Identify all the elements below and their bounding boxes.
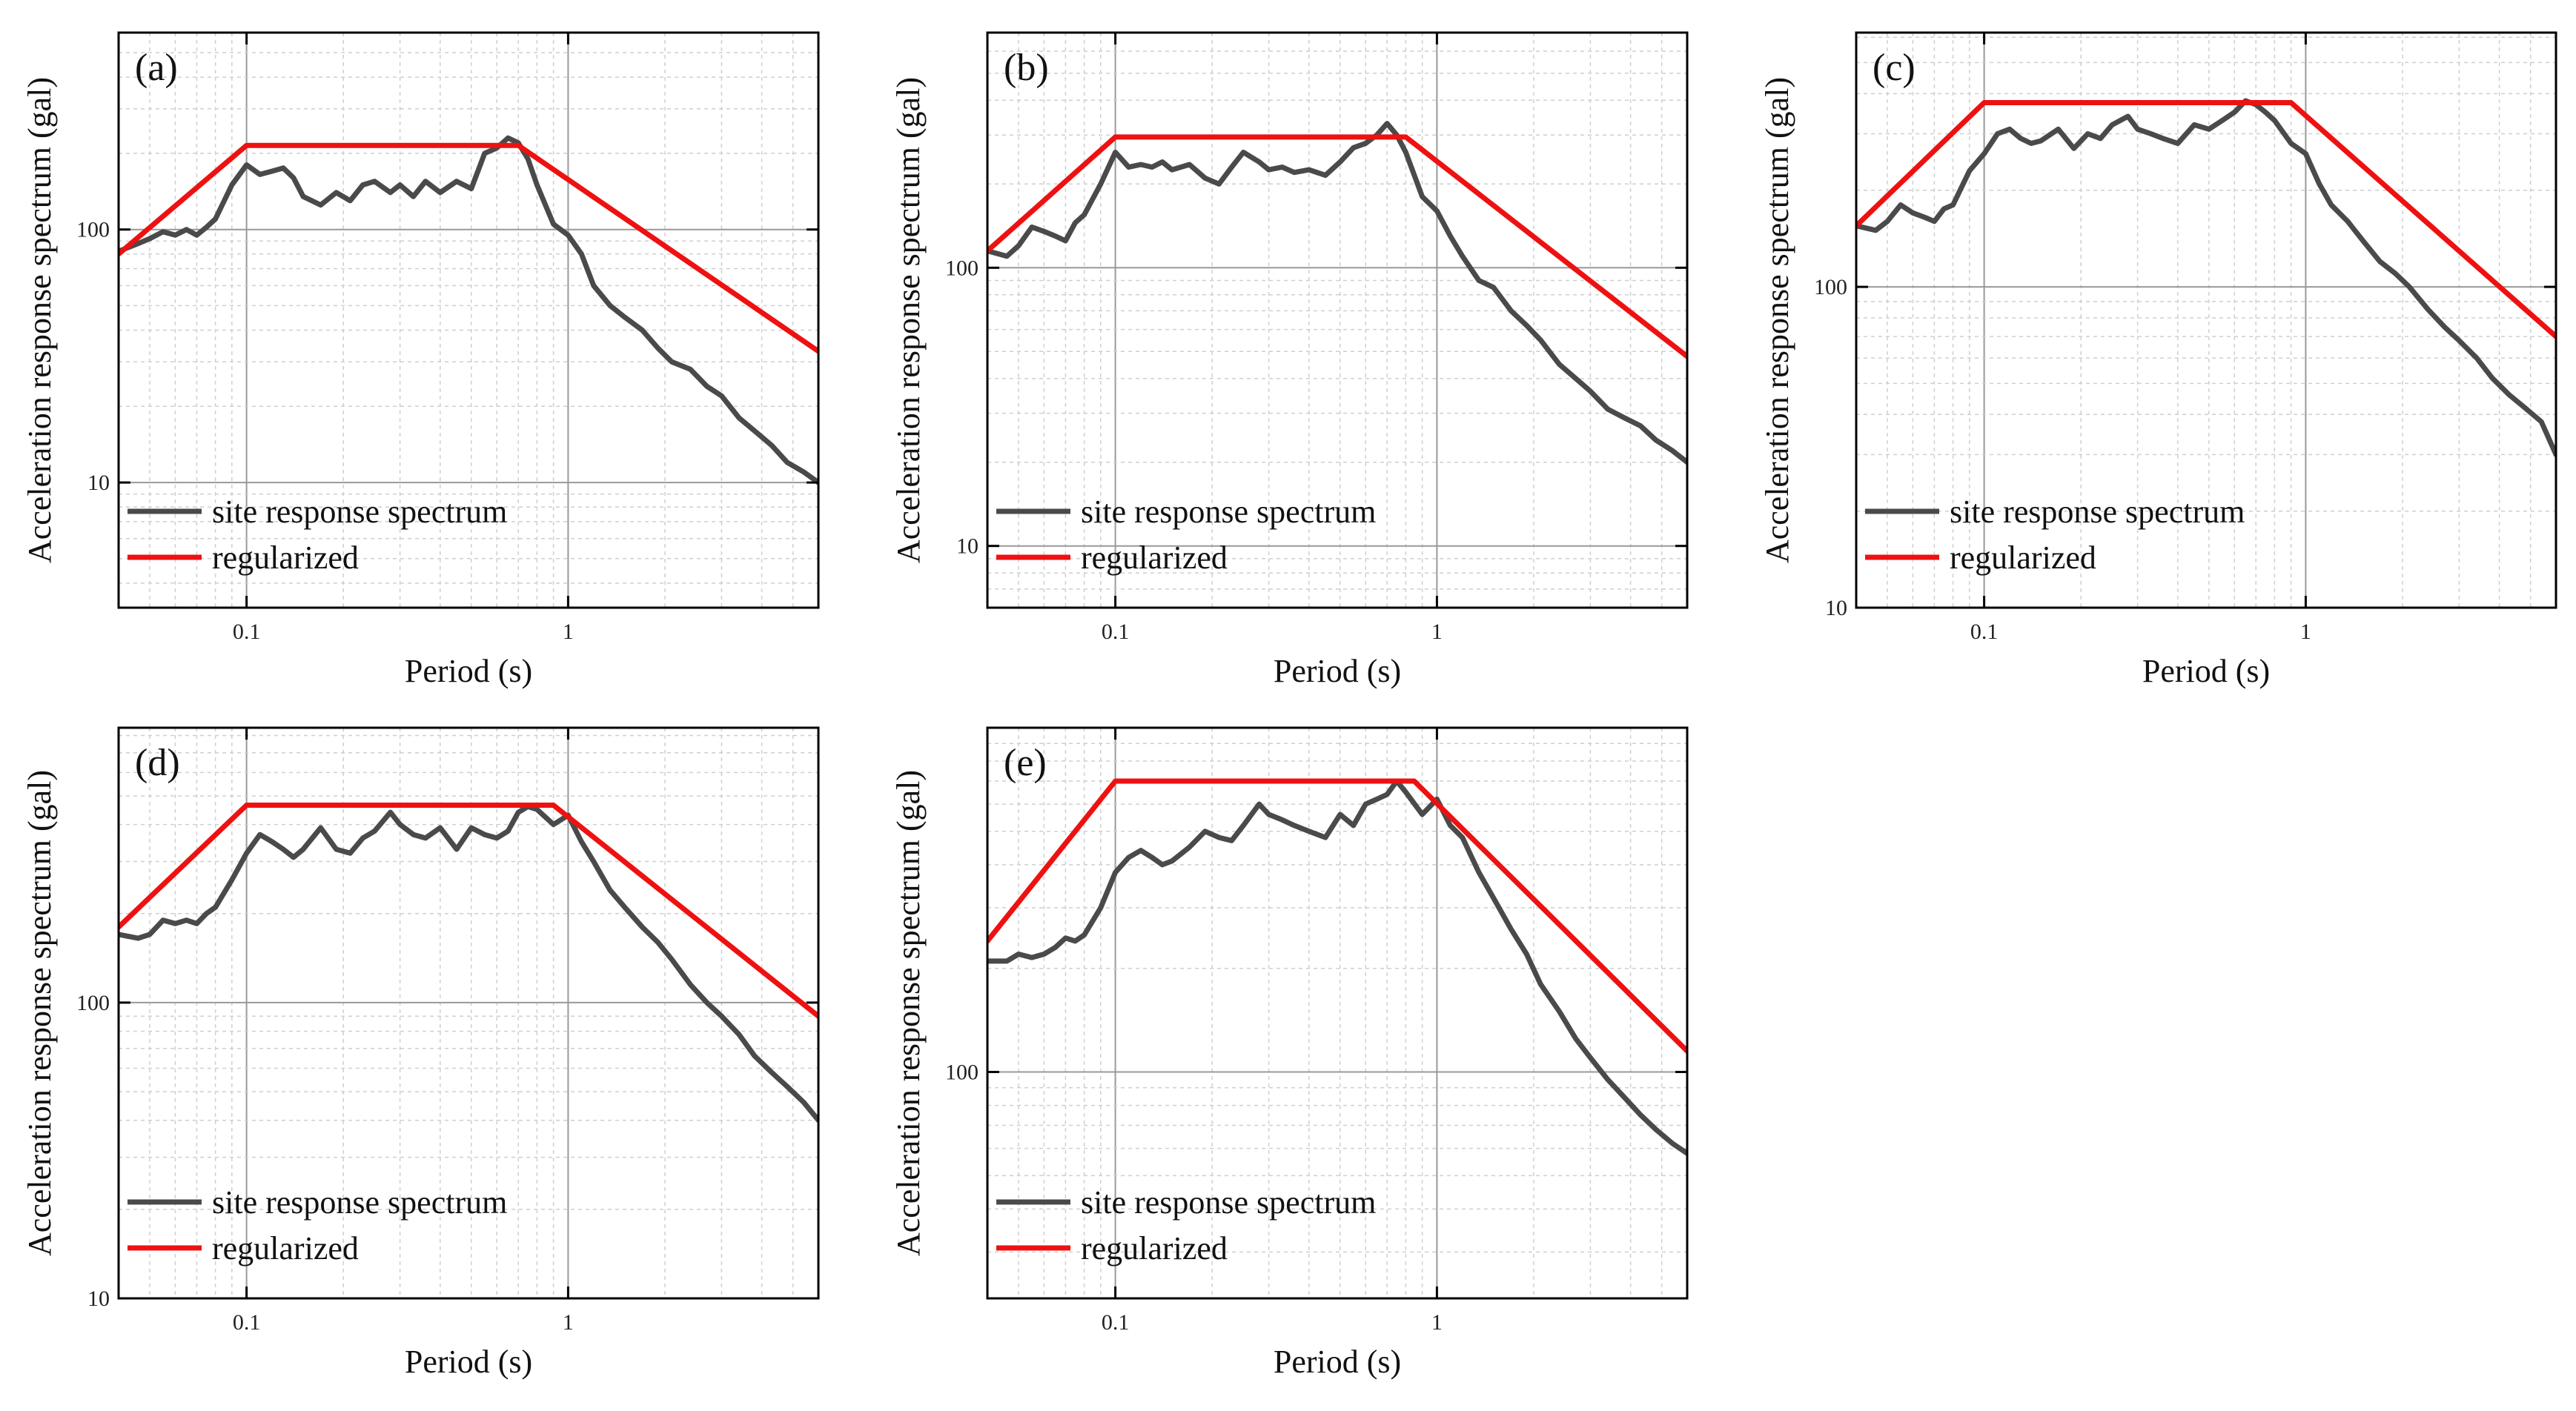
legend: site response spectrum regularized	[996, 1184, 1376, 1266]
x-tick-label: 1	[1431, 1310, 1443, 1335]
gridlines	[119, 728, 818, 1298]
y-tick-label: 100	[945, 1060, 979, 1085]
y-axis-label: Acceleration response spectrum (gal)	[890, 770, 927, 1256]
y-axis-label: Acceleration response spectrum (gal)	[890, 77, 927, 563]
y-tick-label: 100	[945, 256, 979, 280]
regularized-series-line	[987, 134, 1687, 359]
x-tick-label: 1	[2300, 620, 2311, 644]
y-axis-label: Acceleration response spectrum (gal)	[1759, 77, 1795, 563]
site-response-series-line	[1856, 98, 2556, 457]
x-axis-label: Period (s)	[1274, 653, 1401, 689]
legend-site-label: site response spectrum	[1950, 494, 2245, 530]
x-tick-label: 0.1	[1970, 620, 1999, 644]
chart-c: 0.1 1 10 100 Period (s) Acceleration response…	[1759, 31, 2557, 689]
y-tick-label: 10	[87, 471, 110, 495]
x-tick-label: 0.1	[1102, 620, 1130, 644]
panel-label: (d)	[135, 742, 180, 784]
site-response-series-line	[987, 121, 1687, 465]
site-response-series-line	[119, 135, 818, 485]
legend-regularized-label: regularized	[1081, 540, 1228, 576]
x-tick-label: 1	[563, 620, 574, 644]
plot-area	[119, 135, 818, 485]
x-axis-label: Period (s)	[405, 653, 532, 689]
gridlines	[119, 33, 818, 608]
legend-site-label: site response spectrum	[1081, 494, 1376, 530]
y-axis-label: Acceleration response spectrum (gal)	[21, 770, 58, 1256]
chart-d: 0.1 1 10 100 Period (s) Acceleration response…	[21, 726, 820, 1380]
x-tick-label: 0.1	[233, 620, 261, 644]
legend-regularized-label: regularized	[1950, 540, 2096, 576]
legend-regularized-label: regularized	[212, 1230, 359, 1266]
plot-frame	[986, 31, 1689, 609]
legend: site response spectrum regularized	[128, 494, 507, 576]
legend: site response spectrum regularized	[1865, 494, 2245, 576]
legend-regularized-label: regularized	[1081, 1230, 1228, 1266]
regularized-series-line	[1856, 100, 2556, 339]
plot-area	[987, 121, 1687, 465]
y-tick-label: 100	[1814, 275, 1847, 299]
panel-label: (e)	[1004, 742, 1047, 784]
y-tick-label: 10	[956, 534, 979, 559]
plot-area	[119, 803, 818, 1123]
panel-label: (b)	[1004, 47, 1049, 89]
legend-regularized-label: regularized	[212, 540, 359, 576]
plot-frame	[986, 726, 1689, 1300]
y-tick-label: 10	[1825, 596, 1847, 620]
regularized-series-line	[987, 778, 1687, 1054]
panel-label: (c)	[1873, 47, 1916, 89]
plot-frame	[1855, 31, 2557, 609]
chart-a: 0.1 1 10 100 Period (s) Acceleration response…	[21, 31, 820, 689]
x-axis-label: Period (s)	[1274, 1344, 1401, 1380]
legend-site-label: site response spectrum	[212, 1184, 507, 1221]
plot-area	[1856, 98, 2556, 457]
y-tick-label: 10	[87, 1286, 110, 1311]
site-response-series-line	[119, 803, 818, 1123]
panel-label: (a)	[135, 47, 178, 89]
regularized-series-line	[119, 142, 818, 354]
x-axis-label: Period (s)	[2142, 653, 2270, 689]
plot-frame	[117, 31, 820, 609]
y-axis-label: Acceleration response spectrum (gal)	[21, 77, 58, 563]
x-tick-label: 0.1	[1102, 1310, 1130, 1335]
legend: site response spectrum regularized	[996, 494, 1376, 576]
x-tick-label: 1	[563, 1310, 574, 1335]
x-axis-label: Period (s)	[405, 1344, 532, 1380]
plot-area	[987, 778, 1687, 1156]
plot-frame	[117, 726, 820, 1300]
y-tick-label: 100	[76, 991, 110, 1015]
gridlines	[1856, 33, 2556, 608]
y-tick-label: 100	[76, 218, 110, 242]
chart-e: 0.1 1 100 Period (s) Acceleration response s…	[890, 726, 1689, 1380]
legend-site-label: site response spectrum	[212, 494, 507, 530]
legend-site-label: site response spectrum	[1081, 1184, 1376, 1221]
site-response-series-line	[987, 778, 1687, 1156]
x-tick-label: 1	[1431, 620, 1443, 644]
x-tick-label: 0.1	[233, 1310, 261, 1335]
chart-b: 0.1 1 10 100 Period (s) Acceleration response…	[890, 31, 1689, 689]
regularized-series-line	[119, 803, 818, 1019]
legend: site response spectrum regularized	[128, 1184, 507, 1266]
